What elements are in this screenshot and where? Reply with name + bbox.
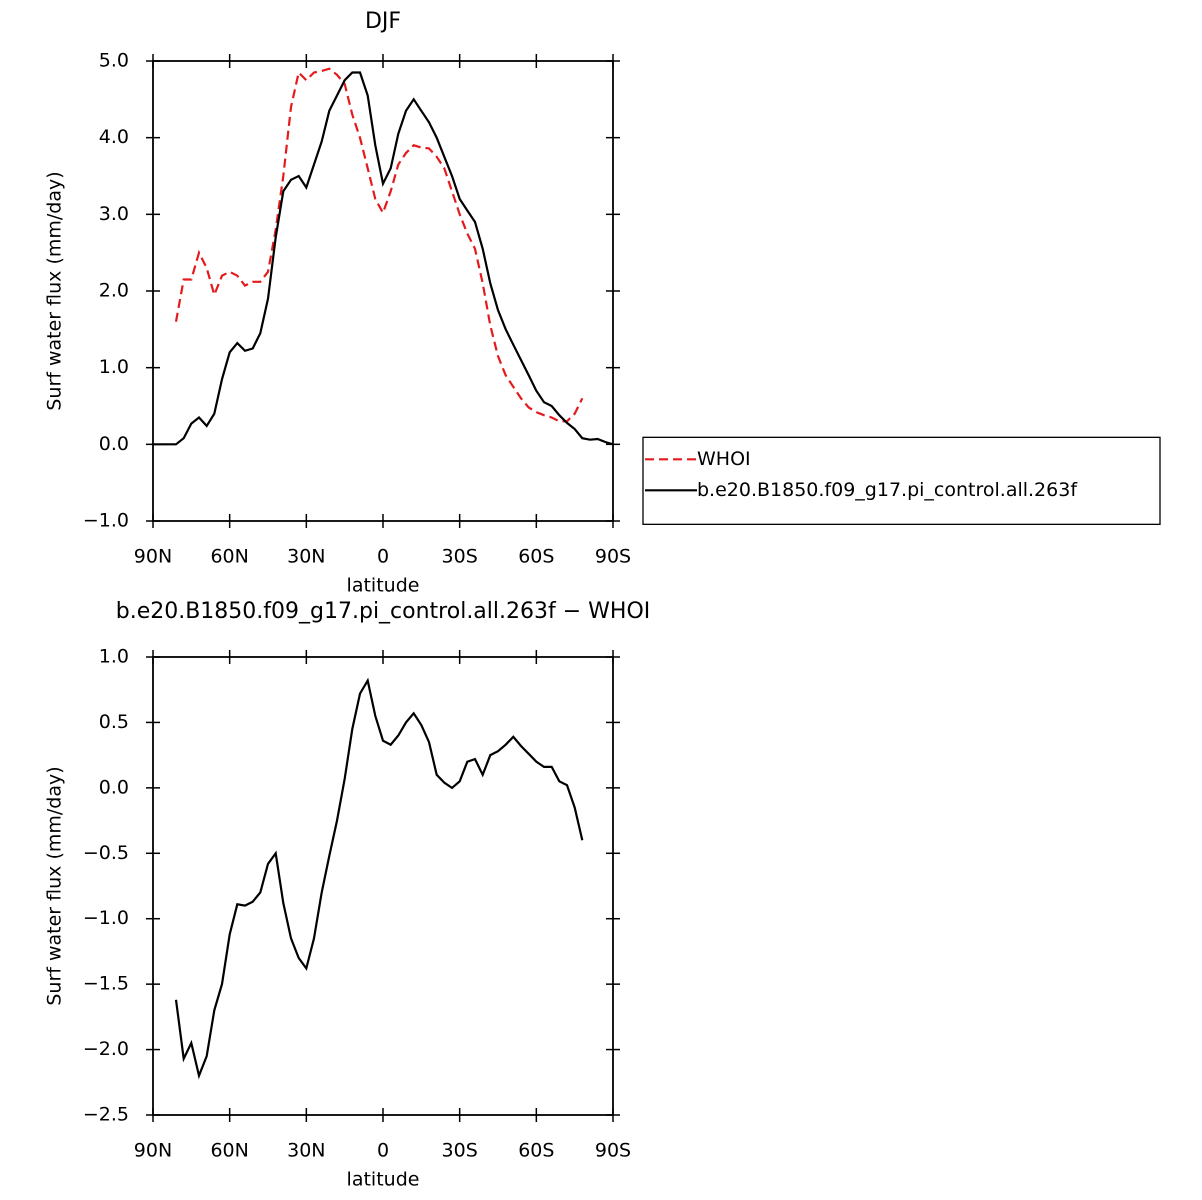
x-tick-label: 30S (442, 1140, 478, 1162)
x-tick-label: 90S (595, 1140, 631, 1162)
x-tick-label: 0 (377, 546, 389, 568)
y-axis-label: Surf water flux (mm/day) (44, 766, 66, 1005)
y-tick-label: −1.5 (83, 973, 129, 995)
y-tick-label: −1.0 (83, 510, 129, 532)
y-tick-label: 1.0 (99, 646, 129, 668)
y-tick-label: 1.0 (99, 356, 129, 378)
x-tick-label: 60S (518, 546, 554, 568)
x-axis-label: latitude (347, 575, 420, 597)
y-tick-label: 0.5 (99, 711, 129, 733)
y-tick-label: −2.5 (83, 1104, 129, 1126)
x-tick-label: 60N (210, 1140, 248, 1162)
y-tick-label: −2.0 (83, 1038, 129, 1060)
x-tick-label: 60N (210, 546, 248, 568)
plot-frame (152, 656, 614, 1116)
x-axis-label: latitude (347, 1169, 420, 1191)
x-tick-label: 30N (287, 546, 325, 568)
y-tick-label: 2.0 (99, 280, 129, 302)
x-tick-label: 90N (134, 1140, 172, 1162)
y-tick-label: 0.0 (99, 776, 129, 798)
y-tick-label: −0.5 (83, 842, 129, 864)
x-tick-label: 90S (595, 546, 631, 568)
y-tick-label: 4.0 (99, 126, 129, 148)
data-line (153, 71, 614, 446)
x-tick-label: 30N (287, 1140, 325, 1162)
data-line (174, 67, 584, 423)
x-tick-label: 60S (518, 1140, 554, 1162)
data-line (174, 677, 584, 1080)
legend-label: WHOI (697, 448, 751, 470)
chart-title: DJF (365, 9, 401, 34)
legend-box (642, 436, 1161, 525)
legend-label: b.e20.B1850.f09_g17.pi_control.all.263f (697, 479, 1078, 501)
y-tick-label: 5.0 (99, 50, 129, 72)
x-tick-label: 0 (377, 1140, 389, 1162)
x-tick-label: 30S (442, 546, 478, 568)
y-axis-label: Surf water flux (mm/day) (44, 171, 66, 410)
chart-title: b.e20.B1850.f09_g17.pi_control.all.263f … (116, 599, 651, 624)
x-tick-label: 90N (134, 546, 172, 568)
y-tick-label: 0.0 (99, 433, 129, 455)
plot-frame (152, 60, 614, 522)
y-tick-label: −1.0 (83, 907, 129, 929)
y-tick-label: 3.0 (99, 203, 129, 225)
